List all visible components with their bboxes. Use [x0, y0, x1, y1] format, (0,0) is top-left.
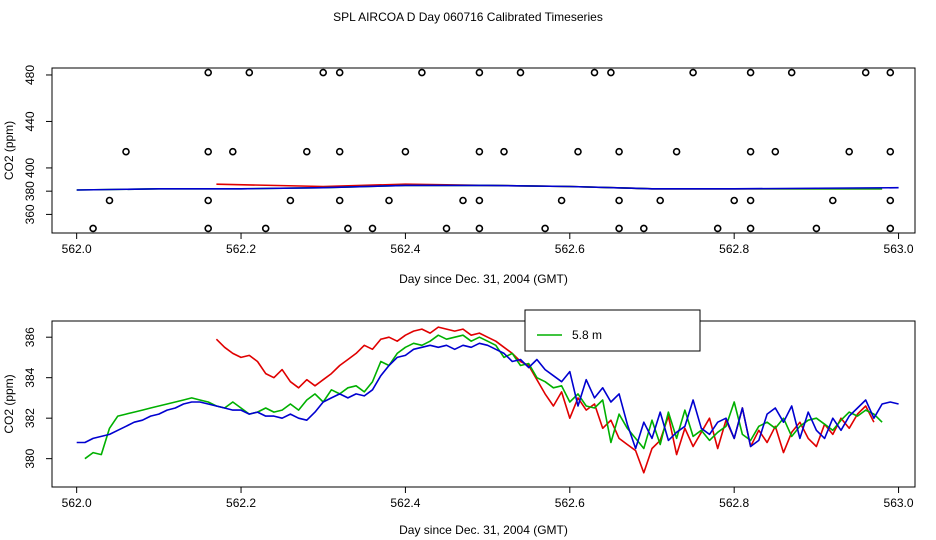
- calibration-point: [689, 68, 697, 77]
- series-line-green: [84, 334, 883, 460]
- y-tick-label: 386: [23, 327, 37, 347]
- y-axis-label: CO2 (ppm): [2, 121, 16, 180]
- calibration-point: [787, 68, 796, 77]
- calibration-point: [302, 147, 311, 156]
- calibration-point: [475, 224, 484, 233]
- y-tick-label: 360: [23, 204, 37, 224]
- x-tick-label: 563.0: [884, 242, 914, 256]
- calibration-point: [607, 68, 615, 77]
- plot-frame-1: [51, 67, 916, 234]
- x-tick-label: 562.6: [555, 496, 585, 510]
- legend-label: 5.8 m: [572, 328, 602, 342]
- calibration-point: [418, 68, 426, 77]
- calibration-point: [385, 196, 393, 205]
- calibration-point: [886, 224, 895, 233]
- calibration-point: [459, 196, 467, 205]
- calibration-point: [89, 224, 97, 233]
- calibration-point: [828, 196, 837, 205]
- calibration-point: [204, 68, 212, 77]
- x-tick-label: 562.2: [226, 496, 256, 510]
- calibration-point: [245, 68, 254, 77]
- calibration-point: [204, 147, 212, 156]
- calibration-point: [475, 68, 484, 77]
- calibration-point: [122, 147, 130, 156]
- calibration-point: [746, 68, 755, 77]
- calibration-point: [105, 196, 114, 205]
- calibration-point: [475, 147, 484, 156]
- y-tick-label: 382: [23, 408, 37, 428]
- calibration-point: [812, 224, 821, 233]
- calibration-point: [615, 224, 623, 233]
- x-tick-label: 562.2: [226, 242, 256, 256]
- y-tick-label: 480: [23, 65, 37, 85]
- calibration-point: [319, 68, 328, 77]
- calibration-point: [261, 224, 270, 233]
- chart-title: SPL AIRCOA D Day 060716 Calibrated Times…: [333, 10, 603, 24]
- x-tick-label: 562.4: [390, 496, 420, 510]
- calibration-point: [204, 196, 212, 205]
- plot-area-1: [76, 68, 899, 233]
- calibration-point: [746, 224, 755, 233]
- series-line-blue: [76, 342, 899, 450]
- calibration-point: [557, 196, 566, 205]
- x-tick-label: 562.6: [555, 242, 585, 256]
- y-axis-label: CO2 (ppm): [2, 374, 16, 433]
- calibration-point: [615, 196, 623, 205]
- calibration-point: [771, 147, 780, 156]
- calibration-point: [344, 224, 352, 233]
- calibration-point: [730, 196, 739, 205]
- calibration-point: [475, 196, 484, 205]
- legend-box: [524, 309, 701, 352]
- calibration-point: [656, 196, 665, 205]
- y-tick-label: 384: [23, 367, 37, 387]
- calibration-point: [442, 224, 451, 233]
- x-axis-label: Day since Dec. 31, 2004 (GMT): [399, 272, 568, 286]
- y-tick-label: 380: [23, 181, 37, 201]
- series-line-blue: [76, 184, 899, 191]
- calibration-point: [886, 68, 895, 77]
- x-tick-label: 562.8: [719, 242, 749, 256]
- calibration-point: [746, 196, 755, 205]
- calibration-point: [574, 147, 582, 156]
- x-tick-label: 562.0: [62, 242, 92, 256]
- calibration-point: [746, 147, 755, 156]
- calibration-point: [286, 196, 295, 205]
- x-tick-label: 562.0: [62, 496, 92, 510]
- calibration-point: [639, 224, 648, 233]
- x-tick-label: 562.8: [719, 496, 749, 510]
- calibration-point: [861, 68, 870, 77]
- calibration-point: [500, 147, 508, 156]
- calibration-point: [335, 68, 344, 77]
- calibration-point: [401, 147, 410, 156]
- calibration-point: [845, 147, 854, 156]
- y-tick-label: 440: [23, 111, 37, 131]
- calibration-point: [335, 147, 344, 156]
- x-axis-label: Day since Dec. 31, 2004 (GMT): [399, 523, 568, 537]
- calibration-point: [615, 147, 623, 156]
- calibration-point: [335, 196, 344, 205]
- x-tick-label: 563.0: [884, 496, 914, 510]
- x-tick-label: 562.4: [390, 242, 420, 256]
- calibration-point: [672, 147, 681, 156]
- plot-area-2: [76, 326, 899, 474]
- legend: 5.8 m: [524, 309, 701, 352]
- calibration-point: [516, 68, 525, 77]
- calibration-point: [229, 147, 237, 156]
- calibration-point: [541, 224, 549, 233]
- calibration-point: [204, 224, 212, 233]
- calibration-point: [886, 147, 895, 156]
- y-tick-label: 400: [23, 158, 37, 178]
- calibration-point: [590, 68, 599, 77]
- calibration-point: [713, 224, 722, 233]
- calibration-point: [886, 196, 895, 205]
- series-line-red: [215, 326, 875, 474]
- plot-frame-2: [51, 320, 916, 488]
- y-tick-label: 380: [23, 448, 37, 468]
- calibration-point: [368, 224, 377, 233]
